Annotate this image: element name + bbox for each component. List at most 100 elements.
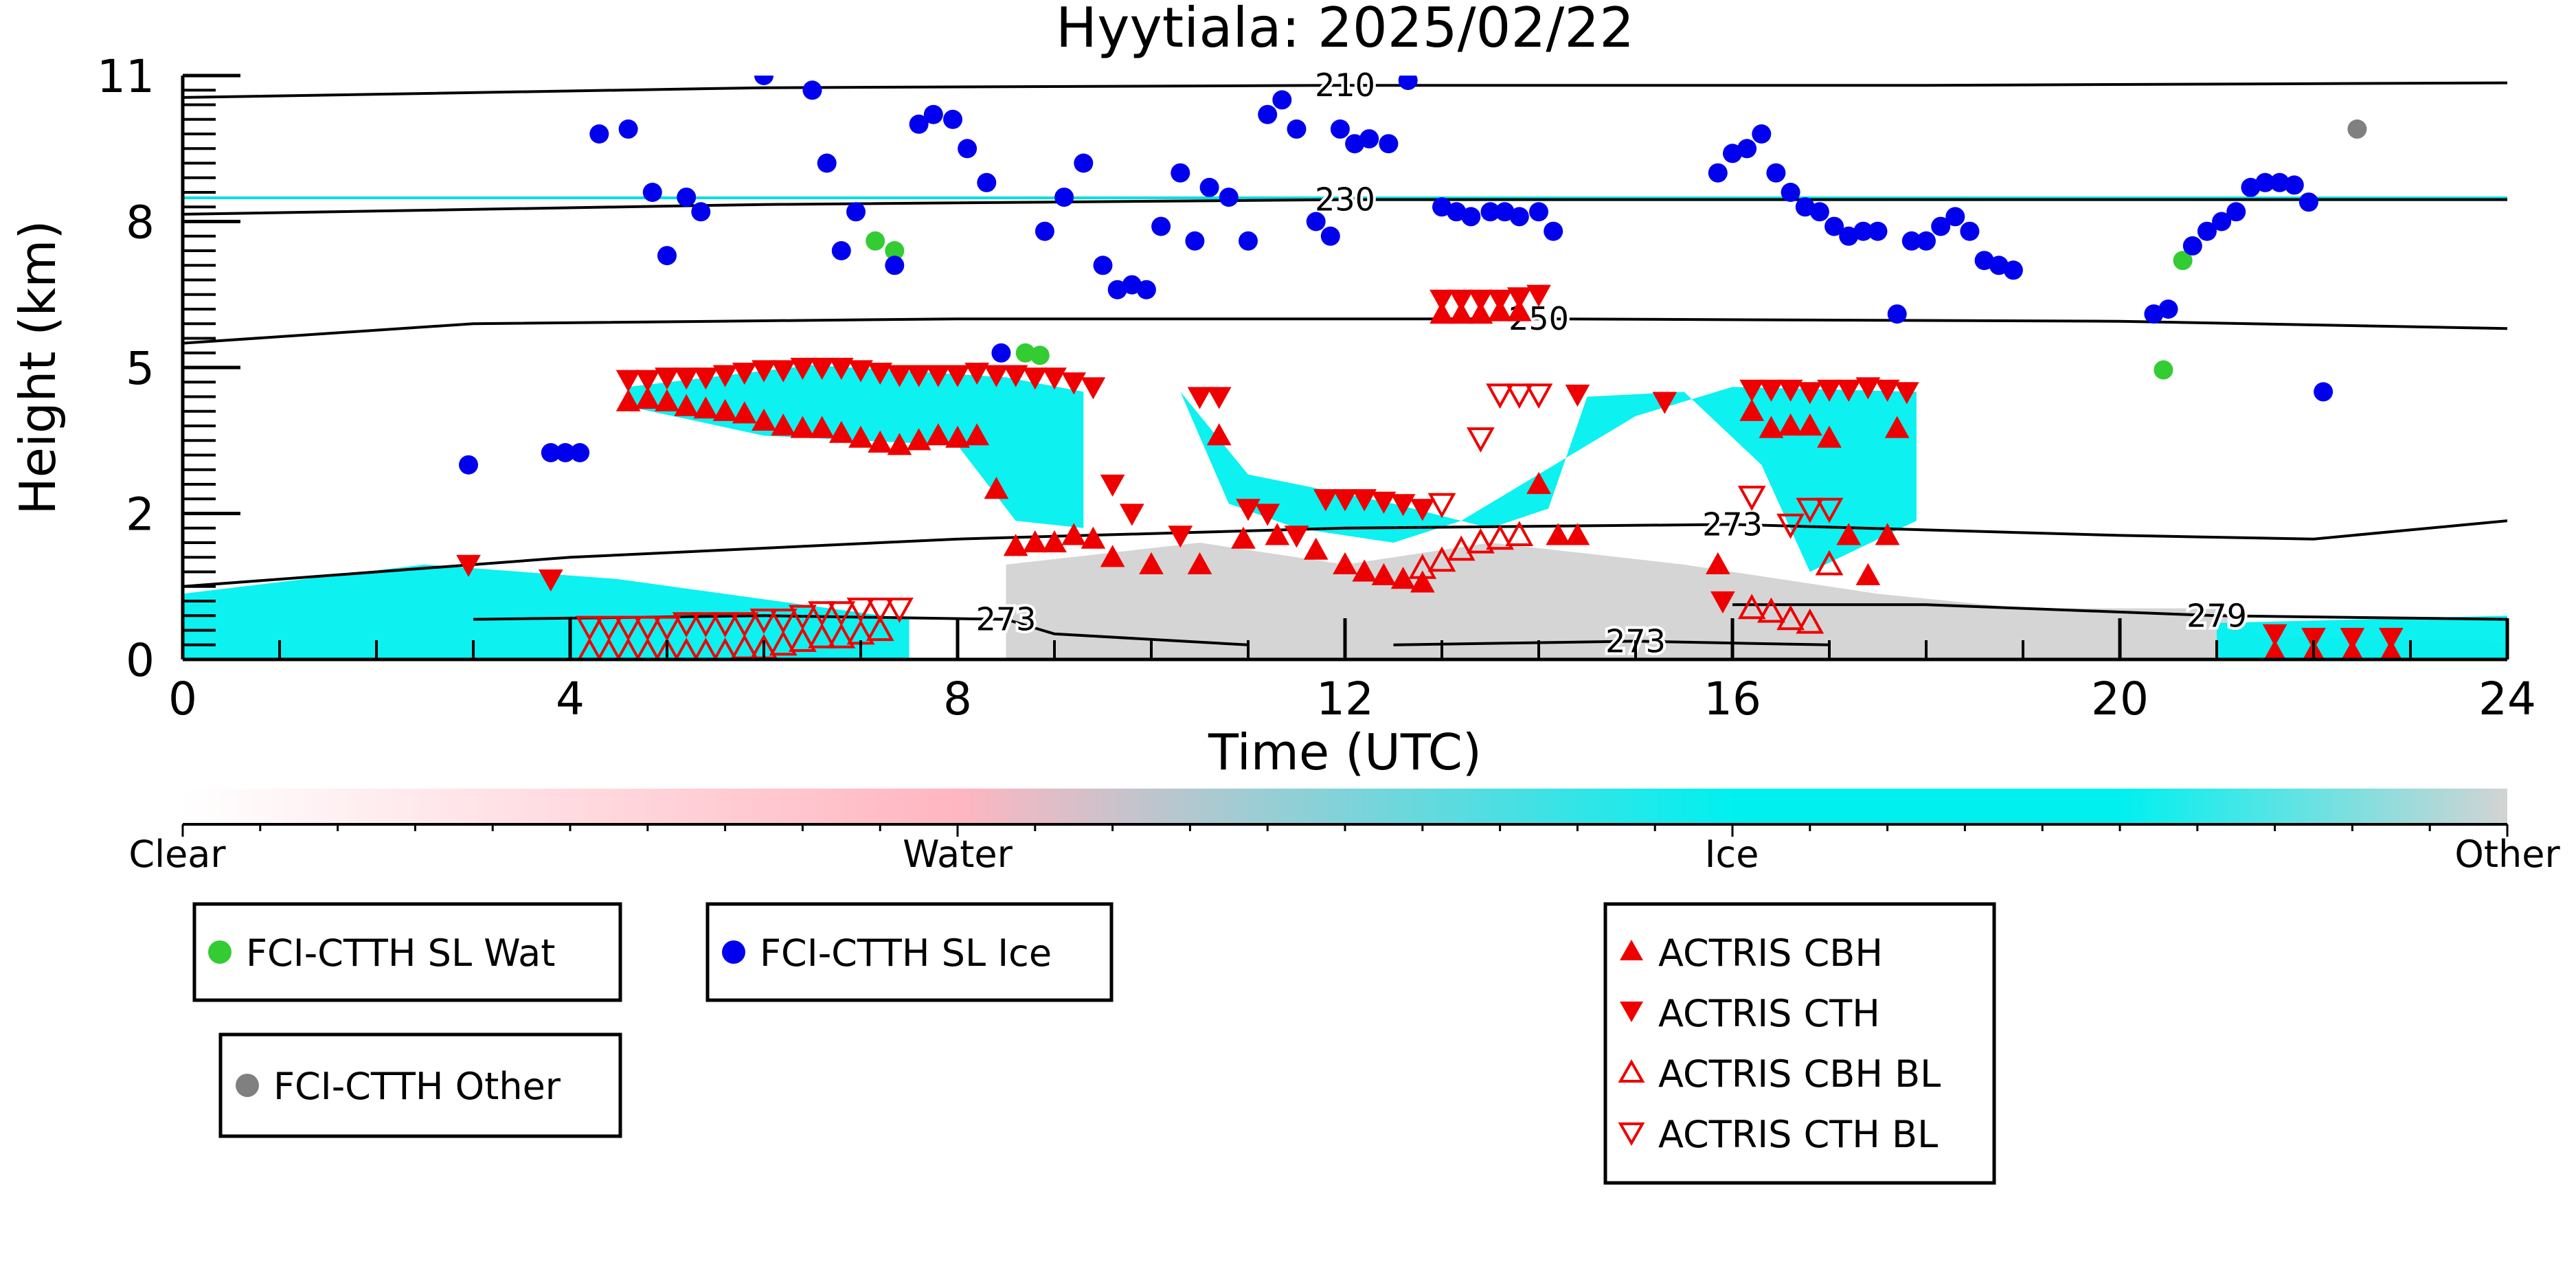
actris-cbh-point [1303,537,1329,560]
fci-ctth-sl-ice-point [977,172,997,192]
actris-cth-bl-point [711,612,739,638]
fci-ctth-sl-ice-point [1752,124,1772,144]
contour-label: 273 [976,601,1037,638]
fci-ctth-sl-ice-point [1781,183,1800,202]
actris-cth-point [1081,377,1106,400]
classification-colorbar: Clear Water Ice Other [128,789,2560,876]
fci-ctth-sl-ice-point [1272,90,1292,110]
fci-ctth-sl-ice-point [657,246,677,266]
actris-cth-bl-point [1796,497,1824,523]
fci-ctth-sl-ice-point [1432,197,1451,217]
fci-ctth-sl-ice-point [2158,300,2178,319]
actris-cbh-point [1100,545,1125,567]
actris-cth-point [809,357,835,381]
fci-ctth-sl-ice-point [817,153,837,173]
actris-cth-point [984,365,1009,387]
fci-ctth-sl-ice-point [1737,139,1757,159]
actris-cbh-point [1817,425,1842,448]
y-tick-label: 11 [97,50,155,103]
fci-ctth-sl-ice-point [1107,280,1127,300]
fci-ctth-sl-ice-point [1868,221,1888,241]
legend-label: ACTRIS CTH BL [1658,1113,1938,1156]
y-tick-label: 2 [126,488,155,541]
actris-cbh-point [1410,570,1435,593]
actris-cth-point [1468,289,1493,312]
fci-ctth-sl-ice-point [846,202,866,222]
actris-cbh-point [809,416,835,438]
actris-cbh-bl-point [674,637,699,659]
actris-cth-bl-point [575,615,604,642]
legend-box [192,902,622,1002]
x-tick-label: 20 [2091,673,2149,725]
fci-ctth-sl-ice-point [1989,256,2009,275]
actris-cbh-point [655,389,679,411]
x-tick-label: 8 [943,673,972,725]
actris-cbh-bl-point [1776,605,1805,631]
fci-ctth-sl-ice-point [1824,216,1844,236]
actris-cth-point [693,368,719,390]
x-axis-label: Time (UTC) [1208,723,1482,781]
actris-cbh-point [1875,523,1900,545]
actris-cbh-point [1022,530,1048,553]
actris-cth-point [1652,392,1677,414]
x-tick-label: 16 [1704,673,1761,725]
actris-cbh-point [752,408,776,431]
contour-label: 210 [1315,67,1375,104]
fci-ctth-sl-ice-point [1708,163,1728,183]
actris-cbh-bl-point [827,622,856,648]
actris-cbh-point [732,401,757,424]
actris-cbh-point [1739,398,1765,421]
actris-cth-bl-point [1427,493,1456,519]
retrieval-markers [456,76,2404,659]
actris-cth-bl-point [885,598,914,623]
actris-cth-point [964,363,990,385]
actris-cth-point [1836,379,1862,402]
actris-cth-point [1565,384,1590,407]
fci-ctth-sl-ice-point [1239,231,1258,251]
actris-cbh-point [1705,552,1730,574]
actris-cbh-point [848,425,873,448]
x-tick-label: 4 [556,673,585,725]
actris-cbh-bl-point [1796,608,1824,634]
actris-cbh-point [1390,567,1416,589]
actris-cbh-bl-point [712,637,738,659]
actris-cth-point [1759,379,1784,402]
fci-ctth-sl-ice-point [2144,304,2164,324]
actris-cbh-point [1333,552,1357,574]
fci-ctth-sl-ice-point [618,119,638,139]
actris-cbh-point [693,396,719,419]
actris-cth-point [906,365,931,387]
actris-cth-point [887,365,912,387]
actris-cbh-point [1546,523,1571,545]
fci-ctth-sl-ice-point [1887,304,1907,324]
actris-cbh-bl-point [1447,535,1476,561]
actris-cbh-bl-point [808,622,836,648]
actris-cbh-bl-point [655,637,679,659]
fci-ctth-sl-wat-point [2173,251,2193,271]
actris-cth-point [1061,372,1087,395]
actris-cbh-bl-point [635,637,660,659]
fci-ctth-sl-ice-point [802,80,822,100]
fci-ctth-sl-ice-point [1320,226,1340,246]
fci-ctth-sl-ice-point [909,114,929,134]
legend-label: FCI-CTTH SL Wat [246,931,555,975]
actris-cth-point [732,363,757,385]
actris-cth-point [1119,504,1144,526]
actris-cth-point [1739,379,1765,402]
y-ticks: 0 2 5 8 11 [97,50,240,687]
actris-cbh-point [906,428,931,451]
fci-ctth-sl-ice-point [754,76,773,85]
actris-cth-point [1371,491,1397,514]
actris-cth-bl-point [789,605,817,631]
temperature-contours [183,81,2507,646]
legend-label: FCI-CTTH Other [273,1065,561,1108]
actris-cth-bl-point [730,612,759,638]
y-tick-label: 8 [126,196,155,249]
actris-cbh-point [1371,563,1397,585]
fci-ctth-sl-ice-point [2182,236,2202,256]
actris-cth-point [1333,489,1357,512]
actris-cbh-point [1206,423,1232,446]
fci-ctth-sl-ice-point [1853,221,1873,241]
actris-cth-point [1390,494,1416,517]
actris-cth-point [1313,489,1338,512]
